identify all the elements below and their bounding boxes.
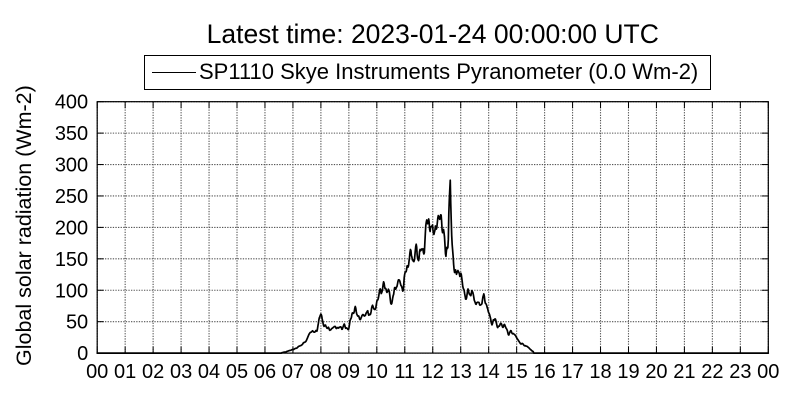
svg-text:15: 15 bbox=[506, 361, 528, 383]
svg-text:01: 01 bbox=[114, 361, 136, 383]
svg-text:17: 17 bbox=[561, 361, 583, 383]
svg-text:150: 150 bbox=[55, 249, 88, 271]
svg-text:11: 11 bbox=[394, 361, 415, 383]
svg-text:18: 18 bbox=[589, 361, 611, 383]
svg-text:350: 350 bbox=[55, 123, 88, 145]
svg-text:100: 100 bbox=[55, 280, 88, 302]
svg-text:04: 04 bbox=[198, 361, 220, 383]
svg-text:300: 300 bbox=[55, 155, 88, 177]
svg-text:16: 16 bbox=[533, 361, 555, 383]
svg-text:50: 50 bbox=[66, 312, 88, 334]
svg-text:22: 22 bbox=[701, 361, 723, 383]
svg-text:23: 23 bbox=[729, 361, 751, 383]
svg-text:09: 09 bbox=[338, 361, 360, 383]
svg-text:10: 10 bbox=[366, 361, 388, 383]
svg-text:0: 0 bbox=[77, 343, 88, 365]
svg-text:00: 00 bbox=[757, 361, 779, 383]
svg-text:14: 14 bbox=[478, 361, 500, 383]
svg-text:05: 05 bbox=[226, 361, 248, 383]
svg-text:08: 08 bbox=[310, 361, 332, 383]
svg-text:19: 19 bbox=[617, 361, 639, 383]
svg-text:03: 03 bbox=[170, 361, 192, 383]
svg-text:13: 13 bbox=[450, 361, 472, 383]
svg-text:02: 02 bbox=[142, 361, 164, 383]
svg-text:21: 21 bbox=[673, 361, 695, 383]
svg-text:07: 07 bbox=[282, 361, 304, 383]
svg-text:400: 400 bbox=[55, 92, 88, 114]
svg-text:20: 20 bbox=[645, 361, 667, 383]
svg-text:06: 06 bbox=[254, 361, 276, 383]
svg-text:200: 200 bbox=[55, 217, 88, 239]
svg-text:12: 12 bbox=[422, 361, 444, 383]
svg-text:250: 250 bbox=[55, 186, 88, 208]
svg-text:00: 00 bbox=[86, 361, 108, 383]
